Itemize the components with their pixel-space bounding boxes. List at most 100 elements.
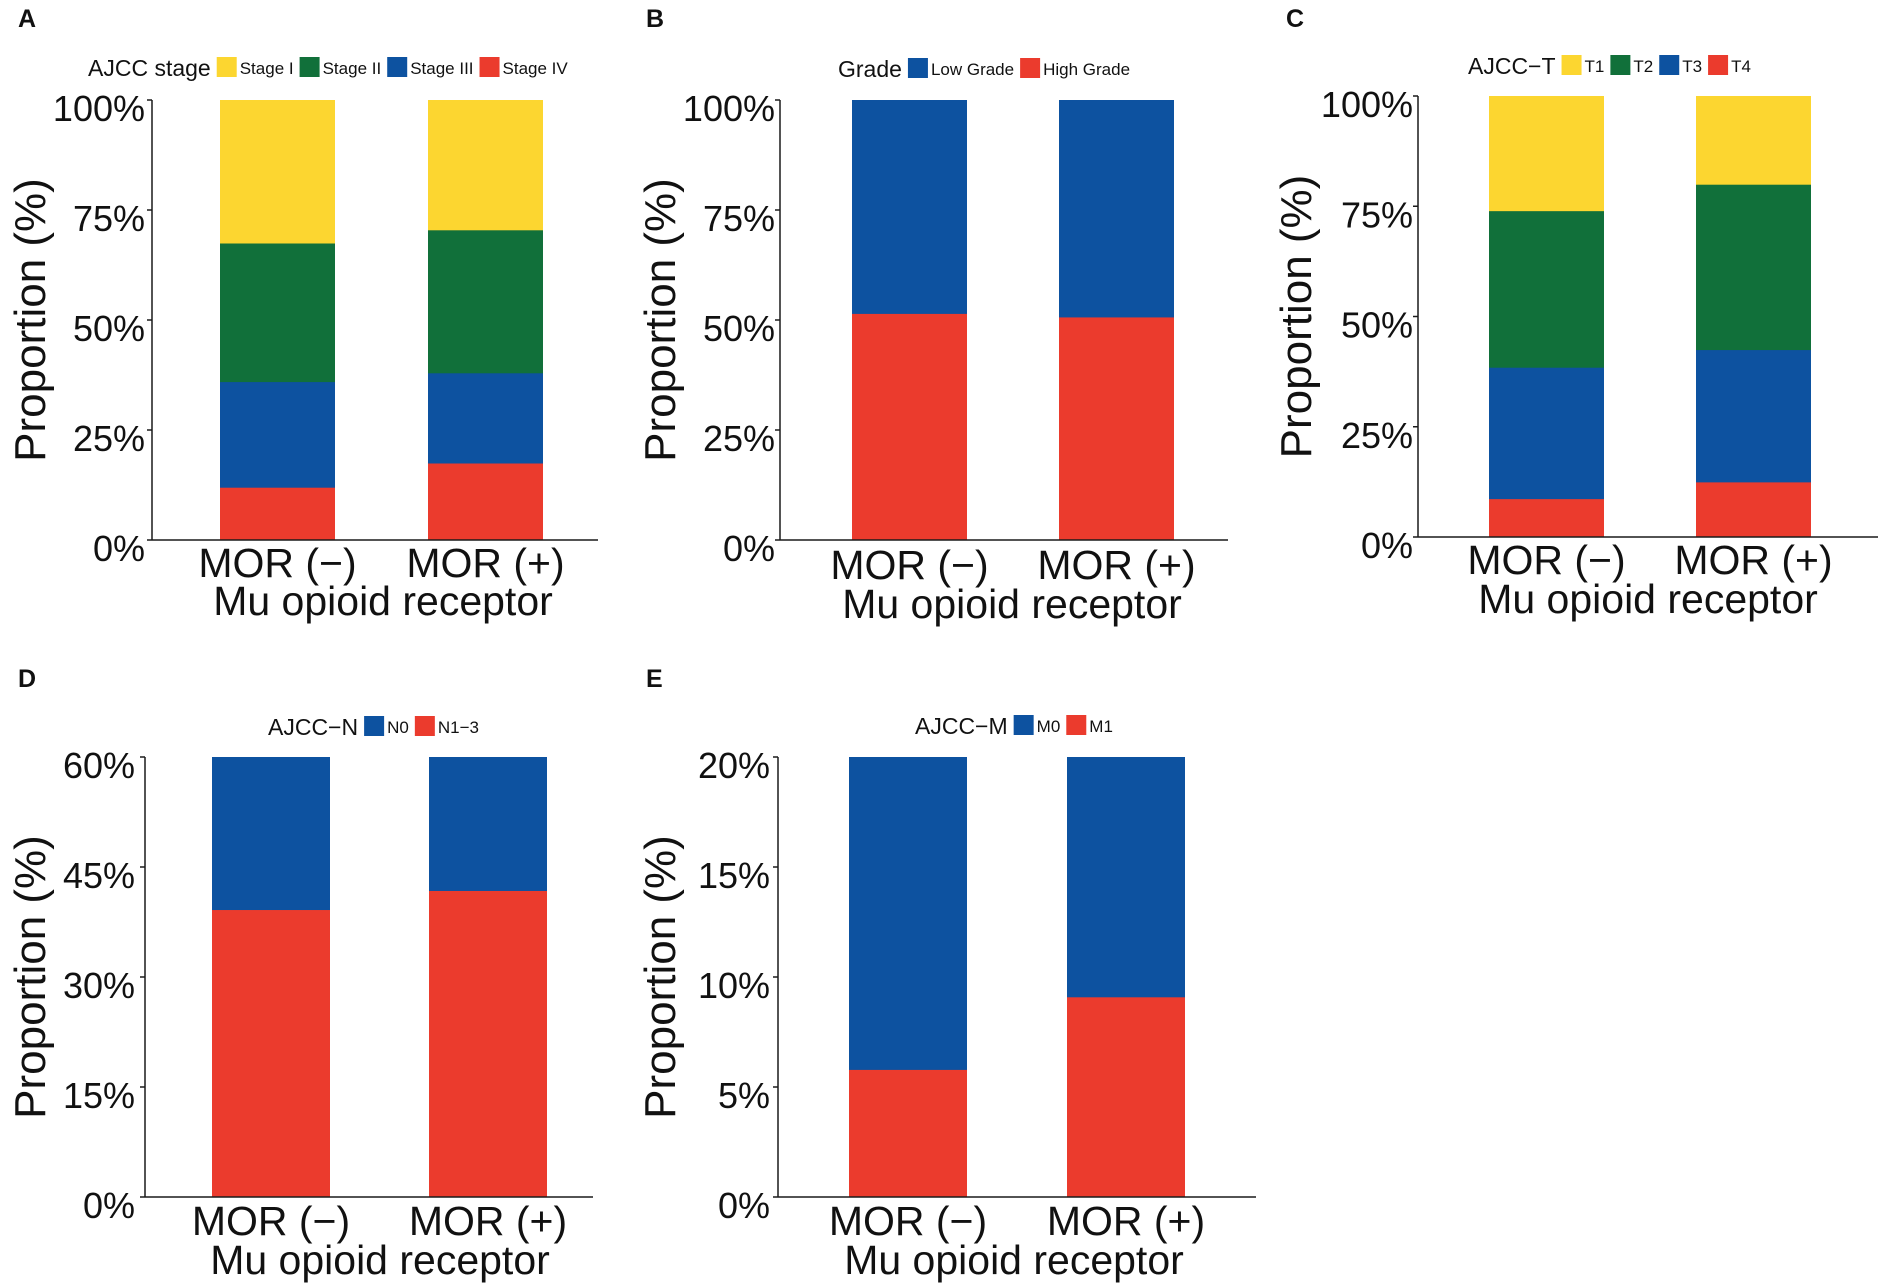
panel-d: D AJCC−N N0 N1−3 0% 15% 30% 45% 60% MOR (−) MOR (+… <box>6 665 593 1283</box>
bar-segment <box>429 757 547 891</box>
panel-b: B Grade Low Grade High Grade 0% 25% 50% 75% 100%… <box>636 5 1228 627</box>
panel-label: A <box>18 5 36 33</box>
y-tick-label: 75% <box>703 198 775 239</box>
y-tick-label: 0% <box>718 1185 770 1226</box>
y-tick-label: 75% <box>1341 194 1413 235</box>
y-axis-title: Proportion (%) <box>1272 175 1321 459</box>
y-tick-label: 15% <box>698 855 770 896</box>
x-axis-title: Mu opioid receptor <box>842 581 1182 627</box>
bar-segment <box>220 100 335 244</box>
x-axis-title: Mu opioid receptor <box>210 1237 550 1283</box>
legend-title: AJCC−N <box>268 714 358 740</box>
y-tick-label: 25% <box>73 418 145 459</box>
legend-swatch <box>364 716 385 736</box>
bar-segment <box>1489 367 1604 500</box>
legend-title: AJCC−M <box>915 713 1008 739</box>
y-tick-label: 0% <box>93 528 145 569</box>
y-tick-label: 20% <box>698 745 770 786</box>
x-tick-label: MOR (−) <box>830 542 988 588</box>
legend: Grade Low Grade High Grade <box>838 56 1130 82</box>
bar-segment <box>220 381 335 488</box>
legend-entry: N1−3 <box>438 718 479 737</box>
bar-segment <box>1067 757 1185 998</box>
bar-segment <box>1696 96 1811 185</box>
legend-entry: T1 <box>1585 57 1605 76</box>
legend-swatch <box>1708 55 1729 75</box>
x-tick-label: MOR (−) <box>192 1198 350 1244</box>
legend-entry: T3 <box>1682 57 1702 76</box>
bar-segment <box>428 229 543 374</box>
legend-entry: Low Grade <box>931 60 1014 79</box>
legend-entry: M0 <box>1037 717 1061 736</box>
legend-title: AJCC−T <box>1468 53 1556 79</box>
panel-label: C <box>1286 5 1304 33</box>
y-tick-label: 0% <box>723 528 775 569</box>
bar-segment <box>1489 210 1604 368</box>
legend-entry: T4 <box>1731 57 1751 76</box>
x-tick-label: MOR (−) <box>198 540 356 586</box>
y-axis-title: Proportion (%) <box>636 835 685 1119</box>
y-tick-label: 50% <box>1341 305 1413 346</box>
y-axis-title: Proportion (%) <box>6 178 55 462</box>
y-tick-label: 0% <box>1361 525 1413 566</box>
x-tick-label: MOR (+) <box>409 1198 567 1244</box>
bar-segment <box>212 757 330 911</box>
panel-a: A AJCC stage Stage I Stage II Stage III Stage… <box>6 5 598 624</box>
x-tick-label: MOR (+) <box>1037 542 1195 588</box>
panel-e: E AJCC−M M0 M1 0% 5% 10% 15% 20% MOR (−) MOR (+)Mu… <box>636 665 1256 1283</box>
legend: AJCC−T T1 T2 T3 T4 <box>1468 53 1751 79</box>
legend: AJCC stage Stage I Stage II Stage III Stage … <box>88 55 568 81</box>
bar-segment <box>428 100 543 231</box>
bars <box>849 757 1185 1198</box>
bar-segment <box>1696 349 1811 483</box>
legend-title: AJCC stage <box>88 55 211 81</box>
legend-swatch <box>1610 55 1631 75</box>
bar-segment <box>1067 996 1185 1198</box>
bar-segment <box>1696 184 1811 351</box>
x-axis-title: Mu opioid receptor <box>213 578 553 624</box>
bar-segment <box>852 313 967 541</box>
y-tick-label: 100% <box>1321 84 1413 125</box>
legend-swatch <box>299 57 320 77</box>
x-tick-label: MOR (+) <box>406 540 564 586</box>
x-tick-label: MOR (−) <box>829 1198 987 1244</box>
bar-segment <box>852 100 967 314</box>
bar-segment <box>849 1069 967 1198</box>
y-axis-title: Proportion (%) <box>636 178 685 462</box>
y-tick-label: 50% <box>703 308 775 349</box>
legend-entry: Stage II <box>323 59 382 78</box>
y-tick-label: 60% <box>63 745 135 786</box>
legend-entry: Stage I <box>240 59 294 78</box>
bars <box>852 100 1174 541</box>
legend-swatch <box>387 57 408 77</box>
bar-segment <box>1696 481 1811 538</box>
x-axis-title: Mu opioid receptor <box>844 1237 1184 1283</box>
bar-segment <box>220 487 335 541</box>
legend-swatch <box>1659 55 1680 75</box>
y-tick-label: 30% <box>63 965 135 1006</box>
legend-swatch <box>216 57 237 77</box>
y-tick-label: 100% <box>53 88 145 129</box>
x-axis-title: Mu opioid receptor <box>1478 576 1818 622</box>
bars <box>220 100 543 541</box>
bar-segment <box>1489 498 1604 538</box>
y-tick-label: 0% <box>83 1185 135 1226</box>
legend-swatch <box>907 58 928 78</box>
bar-segment <box>849 757 967 1070</box>
y-tick-label: 50% <box>73 308 145 349</box>
y-tick-label: 100% <box>683 88 775 129</box>
panel-label: E <box>646 665 663 693</box>
y-tick-label: 5% <box>718 1075 770 1116</box>
legend-swatch <box>1013 715 1034 735</box>
bar-segment <box>428 372 543 464</box>
legend-swatch <box>414 716 435 736</box>
legend: AJCC−N N0 N1−3 <box>268 714 479 740</box>
bar-segment <box>1059 100 1174 318</box>
y-tick-label: 75% <box>73 198 145 239</box>
y-tick-label: 45% <box>63 855 135 896</box>
legend-swatch <box>479 57 500 77</box>
bar-segment <box>212 909 330 1198</box>
legend-entry: T2 <box>1633 57 1653 76</box>
bar-segment <box>1059 316 1174 541</box>
